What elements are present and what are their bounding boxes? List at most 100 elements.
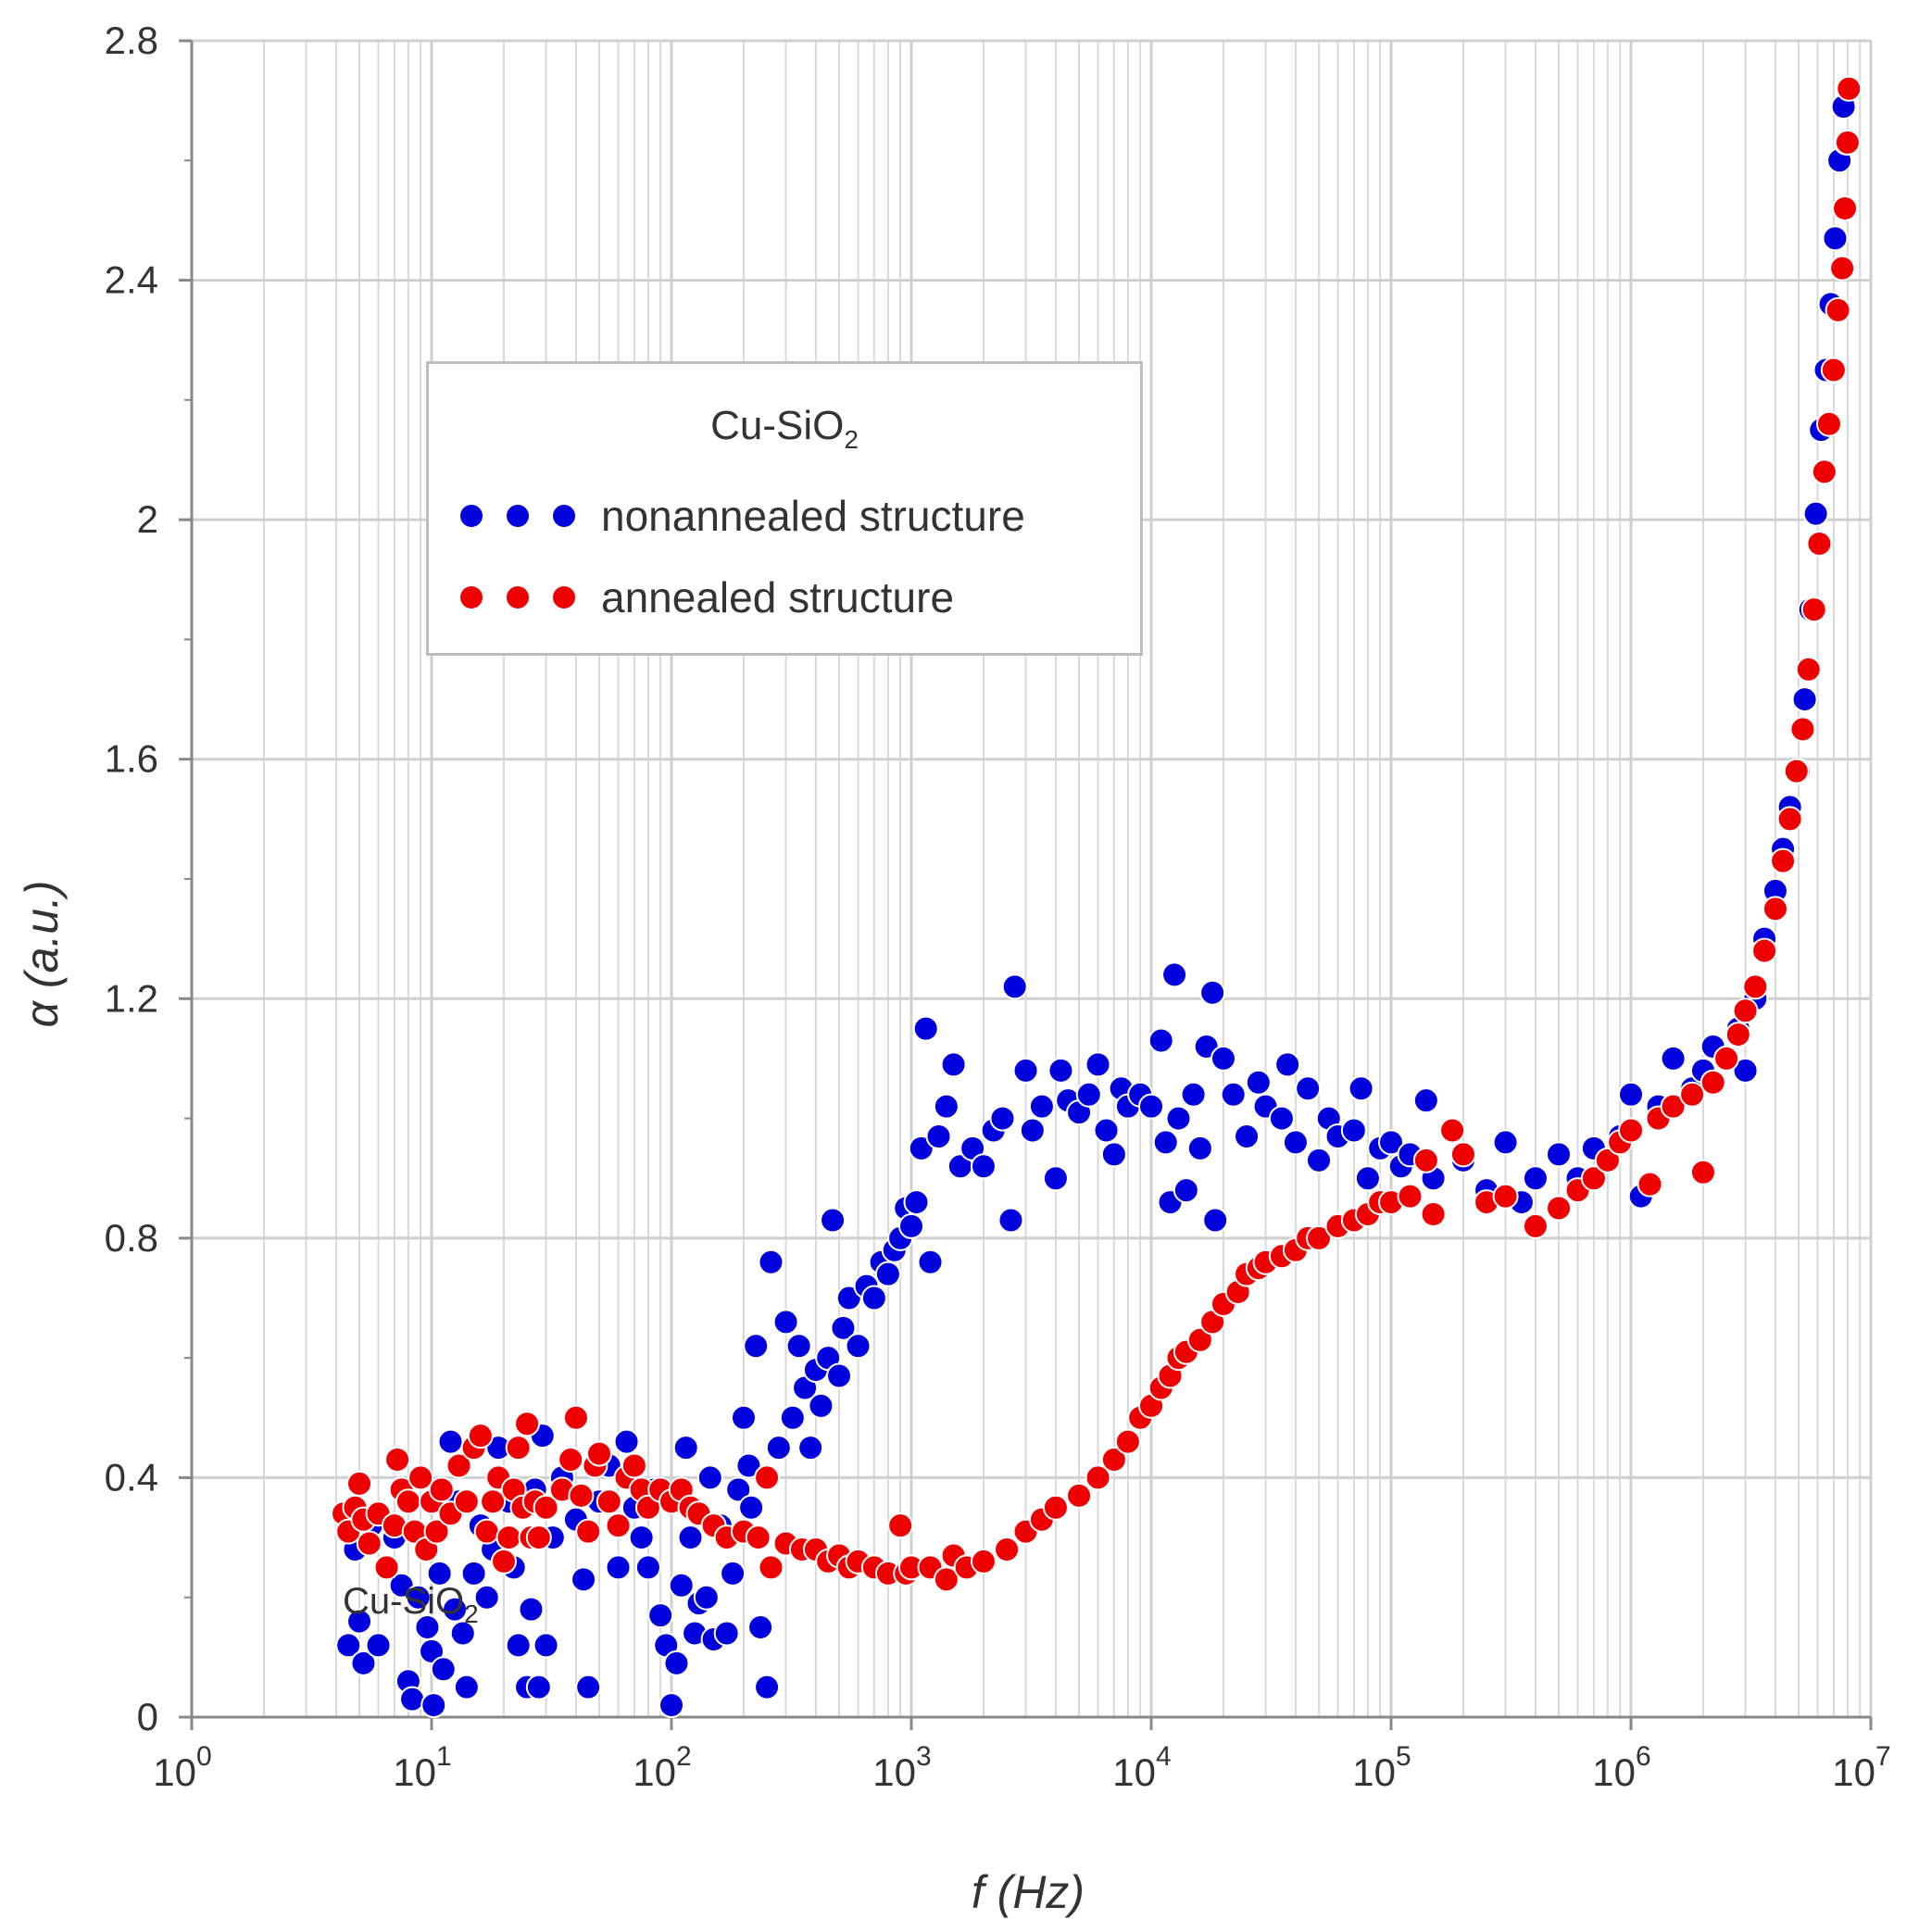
legend-title-sub: 2 bbox=[844, 424, 859, 454]
data-point bbox=[1732, 1057, 1759, 1084]
data-point bbox=[350, 1650, 377, 1676]
data-point bbox=[1306, 1224, 1333, 1251]
data-point bbox=[1802, 500, 1829, 527]
data-point bbox=[562, 1404, 589, 1431]
x-tick-exponent: 1 bbox=[436, 1741, 452, 1772]
x-tick-label: 104 bbox=[1112, 1741, 1171, 1794]
data-point bbox=[1173, 1177, 1199, 1204]
data-point bbox=[747, 1614, 774, 1641]
data-point bbox=[1202, 1207, 1229, 1234]
legend-title: Cu-SiO2 bbox=[429, 403, 1140, 455]
data-point bbox=[453, 1488, 480, 1515]
x-tick-label: 105 bbox=[1352, 1741, 1411, 1794]
series-layer bbox=[331, 75, 1863, 1719]
data-point bbox=[596, 1488, 622, 1515]
data-point bbox=[940, 1051, 967, 1078]
data-point bbox=[1180, 1081, 1207, 1108]
data-point bbox=[933, 1093, 960, 1120]
data-point bbox=[445, 1452, 472, 1479]
data-point bbox=[1522, 1212, 1549, 1239]
data-point bbox=[745, 1524, 771, 1551]
data-point bbox=[356, 1530, 383, 1557]
x-tick-label: 101 bbox=[393, 1741, 451, 1794]
x-tick-label: 107 bbox=[1832, 1741, 1890, 1794]
data-point bbox=[1580, 1165, 1607, 1192]
data-point bbox=[1820, 357, 1847, 383]
data-point bbox=[1100, 1141, 1127, 1168]
data-point bbox=[1412, 1087, 1439, 1114]
data-point bbox=[1660, 1093, 1687, 1120]
series-annealed bbox=[331, 75, 1863, 1593]
x-tick-exponent: 4 bbox=[1156, 1741, 1172, 1772]
data-point bbox=[730, 1404, 757, 1431]
x-tick-base: 10 bbox=[1112, 1750, 1156, 1794]
data-point bbox=[1834, 129, 1861, 156]
legend-dot bbox=[551, 584, 577, 610]
data-point bbox=[663, 1650, 690, 1676]
data-point bbox=[605, 1554, 632, 1581]
data-point bbox=[1152, 1129, 1179, 1156]
data-point bbox=[845, 1333, 872, 1360]
data-point bbox=[1825, 296, 1851, 323]
data-point bbox=[346, 1470, 373, 1497]
data-point bbox=[1800, 596, 1827, 623]
data-point bbox=[1047, 1057, 1074, 1084]
data-point bbox=[346, 1608, 373, 1635]
x-tick-labels: 100 101 102 103 104 105 106 107 bbox=[153, 1741, 1890, 1794]
data-point bbox=[1783, 758, 1810, 784]
x-tick-exponent: 0 bbox=[196, 1741, 212, 1772]
y-tick-label: 2.8 bbox=[105, 19, 158, 62]
data-point bbox=[634, 1554, 661, 1581]
data-point bbox=[779, 1404, 806, 1431]
legend-dot bbox=[458, 584, 484, 610]
legend-title-main: Cu-SiO bbox=[710, 403, 845, 448]
data-point bbox=[785, 1333, 812, 1360]
data-point bbox=[1138, 1093, 1164, 1120]
x-tick-exponent: 3 bbox=[916, 1741, 932, 1772]
data-point bbox=[647, 1602, 674, 1629]
data-point bbox=[1822, 225, 1849, 252]
data-point bbox=[437, 1428, 464, 1455]
data-point bbox=[1732, 997, 1759, 1024]
legend-label-nonannealed: nonannealed structure bbox=[601, 492, 1025, 540]
x-tick-label: 103 bbox=[872, 1741, 931, 1794]
data-point bbox=[1114, 1428, 1141, 1455]
y-tick-label: 0.4 bbox=[105, 1455, 158, 1499]
annotation-sub: 2 bbox=[464, 1600, 479, 1628]
data-point bbox=[1220, 1081, 1247, 1108]
data-point bbox=[1161, 961, 1188, 988]
annotation-main: Cu-SiO bbox=[343, 1581, 464, 1622]
x-tick-exponent: 5 bbox=[1396, 1741, 1411, 1772]
data-point bbox=[335, 1632, 362, 1659]
data-point bbox=[1295, 1075, 1322, 1102]
data-point bbox=[575, 1518, 602, 1545]
data-point bbox=[1789, 716, 1816, 743]
data-point bbox=[428, 1476, 455, 1503]
data-point bbox=[725, 1476, 752, 1503]
data-point bbox=[672, 1435, 699, 1462]
data-point bbox=[826, 1362, 853, 1389]
legend-entry-nonannealed: nonannealed structure bbox=[458, 488, 1025, 544]
data-point bbox=[917, 1248, 944, 1275]
data-point bbox=[373, 1554, 400, 1581]
data-point bbox=[1420, 1201, 1447, 1227]
data-point bbox=[586, 1440, 613, 1467]
data-point bbox=[473, 1584, 500, 1611]
legend-dot bbox=[551, 503, 577, 529]
data-point bbox=[1594, 1147, 1621, 1173]
data-point bbox=[1836, 75, 1863, 102]
data-point bbox=[525, 1674, 552, 1700]
legend-dot bbox=[505, 503, 531, 529]
data-point bbox=[1618, 1081, 1644, 1108]
data-point bbox=[1199, 979, 1226, 1006]
data-point bbox=[772, 1309, 799, 1336]
data-point bbox=[1832, 195, 1859, 221]
x-tick-base: 10 bbox=[393, 1750, 436, 1794]
x-axis-title: f (Hz) bbox=[972, 1866, 1085, 1918]
x-tick-base: 10 bbox=[1832, 1750, 1875, 1794]
data-point bbox=[1085, 1051, 1111, 1078]
data-point bbox=[696, 1464, 723, 1491]
data-point bbox=[473, 1518, 500, 1545]
data-point bbox=[1042, 1494, 1069, 1521]
